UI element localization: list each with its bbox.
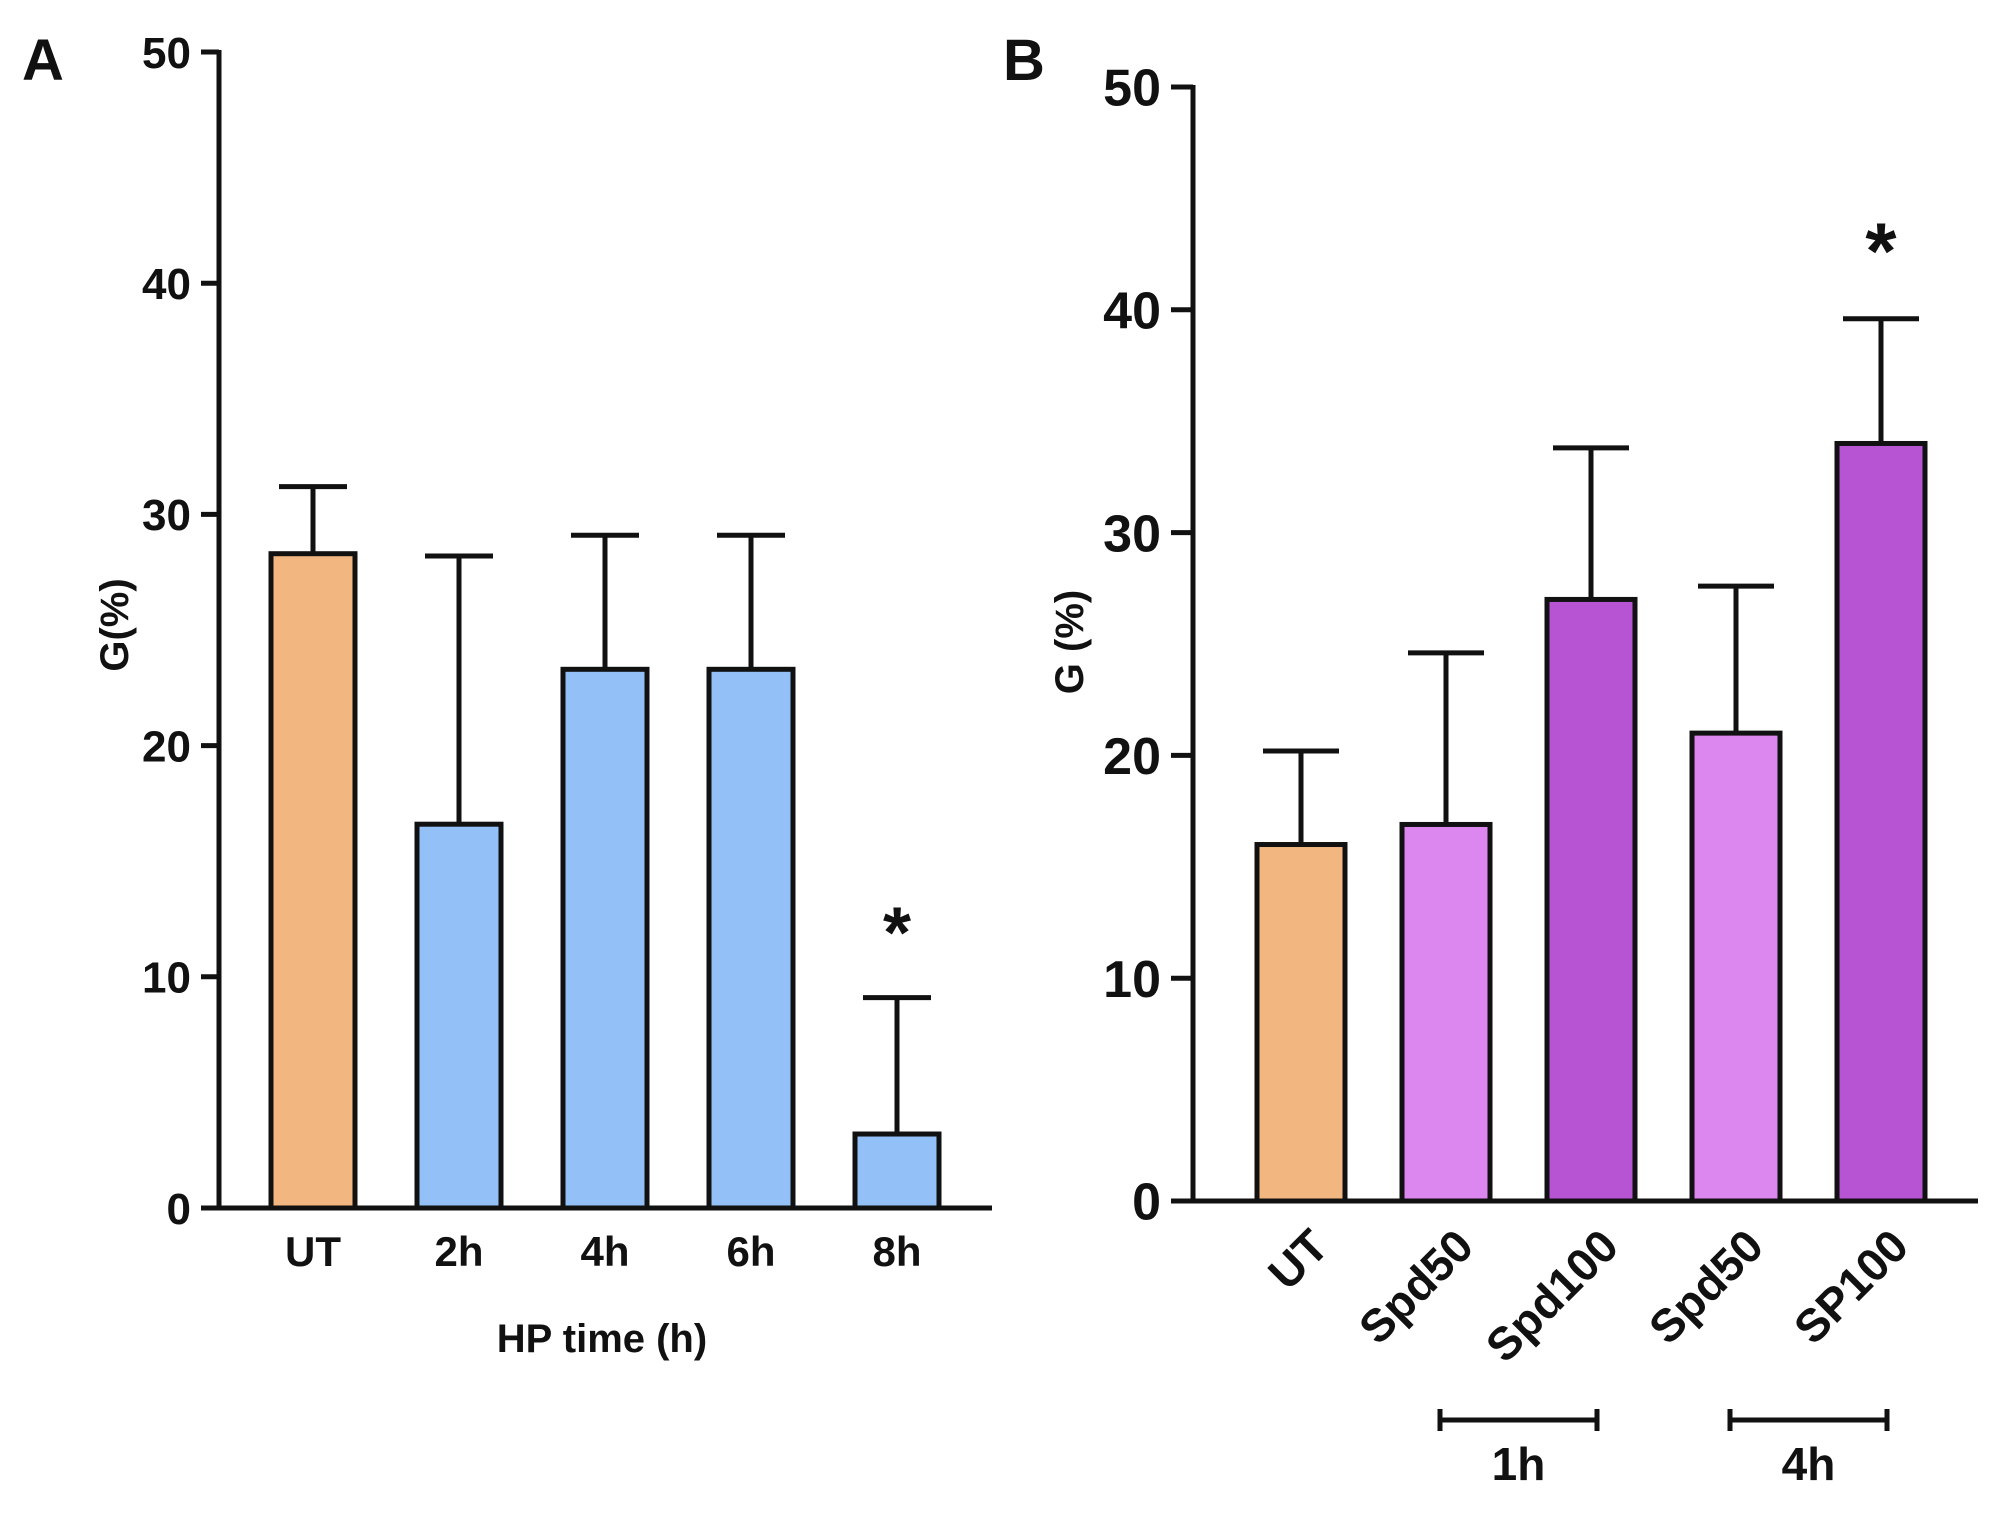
x-tick-label: Spd100 [1476,1219,1628,1371]
x-tick-label: 4h [580,1228,629,1275]
bar [706,666,796,1211]
x-tick-label: SP100 [1784,1219,1918,1353]
y-tick-label: 50 [142,29,191,78]
x-tick-label: UT [285,1228,341,1275]
bar [1544,596,1638,1204]
panel-a-label: A [22,28,64,93]
y-tick-label: 10 [142,954,191,1003]
bar [1689,730,1783,1204]
y-tick-label: 30 [1103,505,1161,563]
bar [1254,842,1348,1204]
y-tick-label: 20 [142,722,191,771]
y-tick-label: 50 [1103,60,1161,118]
significance-star: * [1865,207,1897,296]
y-tick-label: 20 [1103,728,1161,786]
y-tick-label: 30 [142,491,191,540]
y-tick-label: 40 [1103,283,1161,341]
x-tick-label: 2h [434,1228,483,1275]
y-tick-label: 0 [1132,1174,1161,1232]
x-tick-label: Spd50 [1639,1219,1773,1353]
bar [268,551,358,1211]
bar [560,666,650,1211]
panel-a: A G(%) HP time (h) 0 10 20 30 40 50 UT 2h 4h 6h * 8… [22,28,992,1361]
panel-a-plot-area: 0 10 20 30 40 50 UT 2h 4h 6h * 8h [142,29,992,1275]
significance-star: * [883,894,911,974]
y-tick-label: 0 [167,1185,191,1234]
bar [1399,821,1493,1204]
x-tick-label: 6h [726,1228,775,1275]
group-label: 1h [1492,1438,1546,1490]
y-tick-label: 10 [1103,951,1161,1009]
bar [414,821,504,1211]
x-tick-label: UT [1258,1219,1338,1299]
group-label: 4h [1782,1438,1836,1490]
bar [1834,440,1928,1204]
panel-b-label: B [1003,28,1045,93]
x-tick-label: 8h [872,1228,921,1275]
panel-b-y-axis-title: G (%) [1048,590,1092,694]
panel-a-y-axis-title: G(%) [93,578,137,671]
y-tick-label: 40 [142,260,191,309]
panel-a-x-axis-title: HP time (h) [497,1317,707,1361]
x-tick-label: Spd50 [1349,1219,1483,1353]
bar [852,1131,942,1211]
